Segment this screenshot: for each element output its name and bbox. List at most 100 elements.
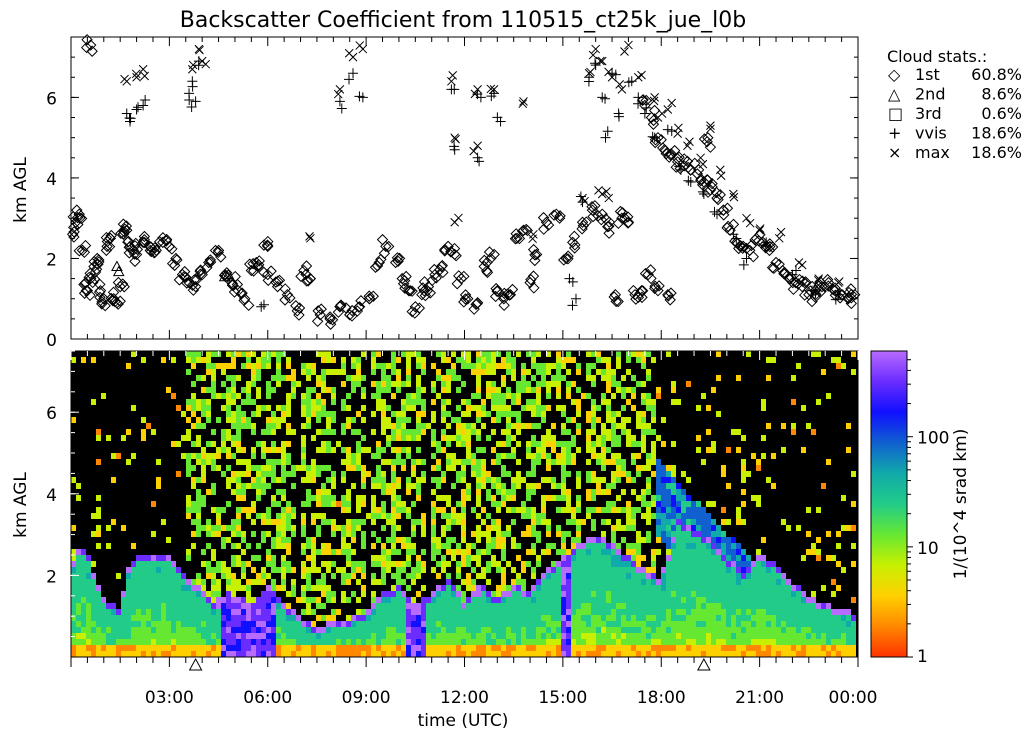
backscatter-cell xyxy=(451,363,456,369)
backscatter-cell xyxy=(596,453,601,459)
backscatter-cell xyxy=(166,639,171,645)
backscatter-cell xyxy=(806,621,811,627)
legend-value-3rd: 0.6% xyxy=(981,104,1022,123)
backscatter-cell xyxy=(791,429,796,435)
backscatter-cell xyxy=(511,495,516,501)
cloud-base-point-plus xyxy=(348,68,359,79)
backscatter-cell xyxy=(641,417,646,423)
backscatter-cell xyxy=(741,627,746,633)
backscatter-cell xyxy=(576,543,581,549)
backscatter-cell xyxy=(716,531,721,537)
backscatter-cell xyxy=(586,579,591,585)
backscatter-cell xyxy=(256,393,261,399)
backscatter-cell xyxy=(471,423,476,429)
backscatter-cell xyxy=(181,645,186,651)
backscatter-cell xyxy=(331,393,336,399)
backscatter-cell xyxy=(761,645,766,651)
backscatter-cell xyxy=(381,651,386,657)
backscatter-cell xyxy=(731,585,736,591)
backscatter-cell xyxy=(531,435,536,441)
backscatter-cell xyxy=(431,531,436,537)
backscatter-cell xyxy=(226,393,231,399)
backscatter-cell xyxy=(161,621,166,627)
backscatter-cell xyxy=(436,549,441,555)
backscatter-cell xyxy=(281,621,286,627)
cloud-base-point-diamond xyxy=(284,292,296,304)
backscatter-cell xyxy=(431,555,436,561)
backscatter-cell xyxy=(436,465,441,471)
backscatter-cell xyxy=(431,411,436,417)
backscatter-cell xyxy=(711,561,716,567)
backscatter-cell xyxy=(496,477,501,483)
backscatter-cell xyxy=(706,447,711,453)
cloud-base-point-diamond xyxy=(180,271,192,283)
backscatter-cell xyxy=(696,447,701,453)
backscatter-cell xyxy=(246,513,251,519)
legend-label-1st: 1st xyxy=(915,65,940,84)
backscatter-cell xyxy=(556,393,561,399)
backscatter-cell xyxy=(796,585,801,591)
backscatter-cell xyxy=(616,615,621,621)
backscatter-cell xyxy=(186,405,191,411)
backscatter-cell xyxy=(326,465,331,471)
backscatter-cell xyxy=(666,471,671,477)
backscatter-cell xyxy=(241,627,246,633)
backscatter-cell xyxy=(216,525,221,531)
backscatter-cell xyxy=(471,393,476,399)
backscatter-cell xyxy=(576,645,581,651)
backscatter-cell xyxy=(391,363,396,369)
cloud-base-point-diamond xyxy=(712,193,724,206)
backscatter-cell xyxy=(96,627,101,633)
backscatter-cell xyxy=(566,441,571,447)
backscatter-cell xyxy=(311,435,316,441)
backscatter-cell xyxy=(281,603,286,609)
backscatter-cell xyxy=(191,603,196,609)
backscatter-cell xyxy=(706,501,711,507)
cloud-base-point-diamond xyxy=(138,230,151,243)
cloud-base-point-diamond xyxy=(116,278,129,290)
backscatter-cell xyxy=(441,543,446,549)
backscatter-cell xyxy=(121,435,126,441)
backscatter-cell xyxy=(341,405,346,411)
backscatter-cell xyxy=(521,369,526,375)
backscatter-cell xyxy=(231,597,236,603)
backscatter-cell xyxy=(251,639,256,645)
cloud-base-point-diamond xyxy=(436,259,448,272)
backscatter-cell xyxy=(691,513,696,519)
backscatter-cell xyxy=(461,363,466,369)
backscatter-cell xyxy=(521,633,526,639)
backscatter-cell xyxy=(491,381,496,387)
backscatter-cell xyxy=(501,555,506,561)
backscatter-cell xyxy=(191,543,196,549)
backscatter-cell xyxy=(671,549,676,555)
backscatter-cell xyxy=(76,555,81,561)
backscatter-cell xyxy=(671,651,676,657)
backscatter-cell xyxy=(571,513,576,519)
backscatter-cell xyxy=(801,633,806,639)
backscatter-cell xyxy=(421,597,426,603)
cloud-base-point-diamond xyxy=(491,285,503,298)
backscatter-cell xyxy=(231,387,236,393)
backscatter-cell xyxy=(416,519,421,525)
backscatter-cell xyxy=(311,645,316,651)
backscatter-cell xyxy=(276,405,281,411)
backscatter-cell xyxy=(641,651,646,657)
cloud-base-point-diamond xyxy=(799,276,812,288)
backscatter-cell xyxy=(566,507,571,513)
backscatter-cell xyxy=(776,585,781,591)
backscatter-cell xyxy=(616,603,621,609)
backscatter-cell xyxy=(696,537,701,543)
backscatter-cell xyxy=(71,645,76,651)
backscatter-cell xyxy=(441,621,446,627)
cloud-base-point-diamond xyxy=(93,256,105,268)
backscatter-cell xyxy=(656,471,661,477)
cloud-base-point-cross xyxy=(813,275,823,285)
backscatter-cell xyxy=(661,639,666,645)
backscatter-cell xyxy=(196,459,201,465)
backscatter-cell xyxy=(446,459,451,465)
backscatter-cell xyxy=(406,381,411,387)
cloud-base-point-cross xyxy=(473,141,482,151)
backscatter-cell xyxy=(226,567,231,573)
backscatter-cell xyxy=(646,399,651,405)
backscatter-cell xyxy=(636,471,641,477)
